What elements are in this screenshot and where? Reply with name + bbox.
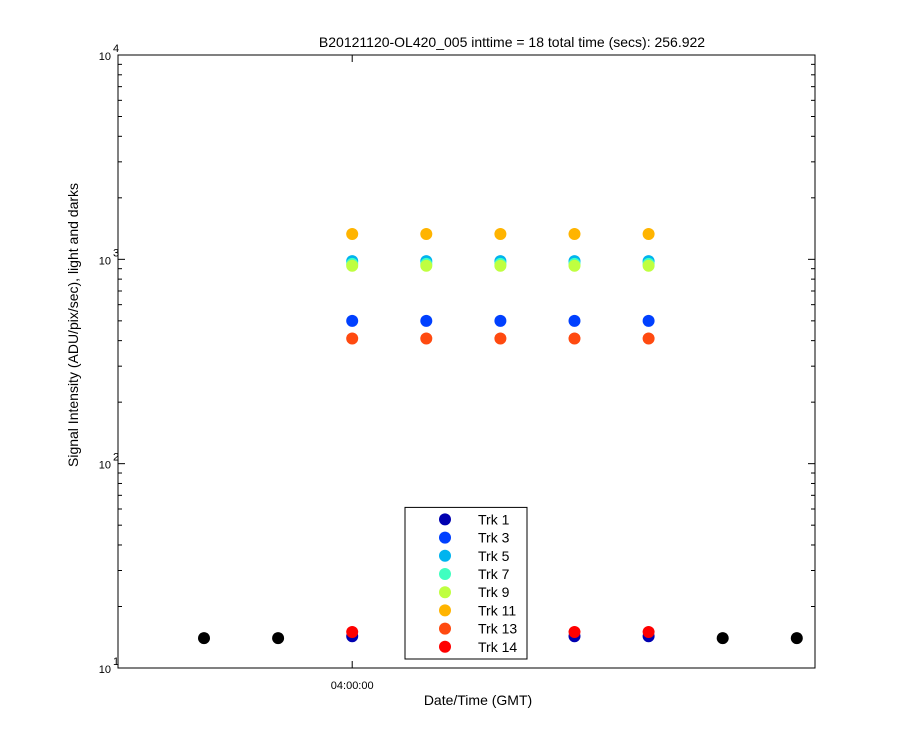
point — [494, 259, 507, 272]
y-tick-label: 10 — [99, 255, 111, 267]
point — [716, 632, 729, 645]
legend-marker — [439, 604, 451, 617]
point — [642, 228, 655, 241]
legend: Trk 1 Trk 3 Trk 5 Trk 7 Trk 9 Trk 11 Trk 13 Trk… — [404, 506, 528, 660]
point — [494, 314, 507, 327]
y-tick-label: 10 — [99, 460, 111, 472]
legend-label: Trk 5 — [478, 548, 510, 564]
legend-box — [404, 506, 528, 660]
point — [568, 314, 581, 327]
legend-marker — [439, 586, 451, 599]
legend-label: Trk 13 — [478, 621, 517, 637]
point — [346, 332, 359, 345]
point — [568, 332, 581, 345]
point — [420, 332, 433, 345]
point — [568, 626, 581, 639]
y-tick-label: 10 — [99, 664, 111, 676]
legend-marker — [439, 531, 451, 544]
y-tick-exponent: 1 — [113, 656, 119, 668]
x-tick-label: 04:00:00 — [331, 680, 374, 692]
y-axis-label: Signal Intensity (ADU/pix/sec), light an… — [65, 183, 81, 467]
legend-label: Trk 9 — [478, 584, 510, 600]
point — [642, 259, 655, 272]
legend-marker — [439, 622, 451, 635]
point — [420, 314, 433, 327]
y-tick-exponent: 2 — [113, 452, 119, 464]
point — [790, 632, 803, 645]
legend-label: Trk 14 — [478, 639, 517, 655]
point — [272, 632, 285, 645]
point — [346, 228, 359, 241]
legend-label: Trk 7 — [478, 566, 510, 582]
y-tick-exponent: 4 — [113, 43, 119, 55]
point — [198, 632, 210, 645]
legend-marker — [439, 568, 451, 580]
point — [642, 626, 655, 639]
legend-marker — [439, 513, 451, 526]
point — [346, 259, 359, 272]
legend-marker — [439, 549, 451, 562]
legend-label: Trk 1 — [478, 511, 510, 527]
point — [494, 332, 507, 345]
point — [346, 314, 359, 327]
legend-label: Trk 11 — [478, 602, 516, 618]
point — [568, 228, 581, 241]
point — [642, 332, 655, 345]
point — [642, 314, 655, 327]
point — [346, 626, 359, 639]
point — [420, 228, 433, 241]
legend-label: Trk 3 — [478, 530, 510, 546]
legend-marker — [439, 640, 451, 653]
x-axis-label: Date/Time (GMT) — [424, 692, 532, 708]
chart-title: B20121120-OL420_005 inttime = 18 total t… — [319, 34, 705, 50]
point — [420, 259, 433, 272]
point — [568, 259, 581, 272]
point — [494, 228, 507, 241]
y-tick-exponent: 3 — [113, 247, 119, 259]
y-tick-label: 10 — [99, 51, 111, 63]
